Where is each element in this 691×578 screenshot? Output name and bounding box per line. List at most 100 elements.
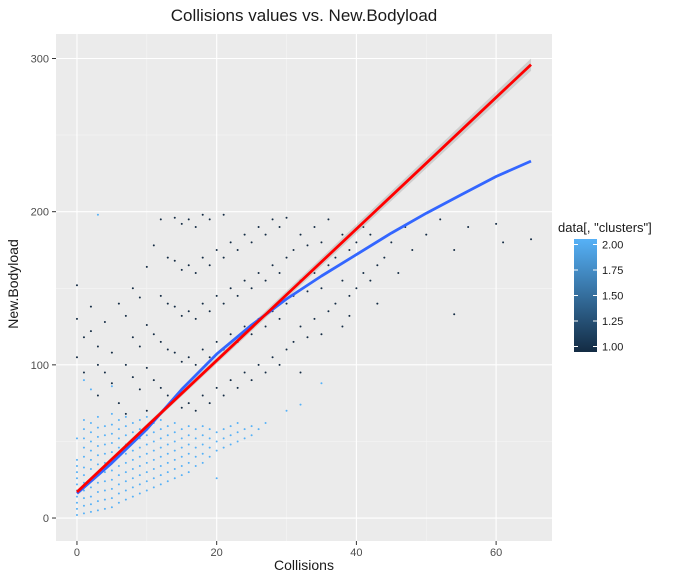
data-point	[75, 356, 78, 359]
data-point	[390, 241, 393, 244]
data-point	[285, 256, 288, 259]
data-point	[180, 437, 183, 440]
x-tick-label: 60	[490, 547, 502, 559]
data-point	[208, 356, 211, 359]
data-point	[285, 409, 288, 412]
data-point	[89, 422, 92, 425]
data-point	[117, 402, 120, 405]
data-point	[250, 379, 253, 382]
data-point	[159, 464, 162, 467]
data-point	[145, 265, 148, 268]
data-point	[250, 241, 253, 244]
y-tick-label: 200	[31, 207, 49, 219]
colorbar-tick-label: 1.50	[602, 291, 623, 303]
data-point	[201, 461, 204, 464]
data-point	[243, 428, 246, 431]
data-point	[145, 324, 148, 327]
data-point	[264, 279, 267, 282]
data-point	[117, 302, 120, 305]
data-point	[411, 248, 414, 251]
data-point	[117, 464, 120, 467]
data-point	[264, 233, 267, 236]
data-point	[103, 507, 106, 510]
data-point	[75, 513, 78, 516]
data-point	[194, 455, 197, 458]
data-point	[75, 437, 78, 440]
data-point	[110, 506, 113, 509]
data-point	[82, 455, 85, 458]
data-point	[369, 233, 372, 236]
data-point	[89, 495, 92, 498]
data-point	[173, 458, 176, 461]
data-point	[96, 394, 99, 397]
data-point	[180, 314, 183, 317]
data-point	[187, 264, 190, 267]
data-point	[96, 463, 99, 466]
data-point	[201, 452, 204, 455]
data-point	[159, 437, 162, 440]
data-point	[397, 271, 400, 274]
data-point	[82, 371, 85, 374]
data-point	[243, 279, 246, 282]
data-point	[131, 449, 134, 452]
data-point	[82, 336, 85, 339]
data-point	[138, 388, 141, 391]
data-point	[229, 443, 232, 446]
data-point	[96, 345, 99, 348]
data-point	[166, 302, 169, 305]
data-point	[89, 440, 92, 443]
data-point	[166, 480, 169, 483]
data-point	[152, 440, 155, 443]
data-point	[180, 446, 183, 449]
data-point	[103, 452, 106, 455]
data-point	[131, 458, 134, 461]
data-point	[180, 464, 183, 467]
data-point	[110, 382, 113, 385]
data-point	[159, 418, 162, 421]
data-point	[299, 233, 302, 236]
data-point	[208, 218, 211, 221]
data-point	[82, 446, 85, 449]
data-point	[215, 340, 218, 343]
data-point	[117, 428, 120, 431]
data-point	[285, 348, 288, 351]
data-point	[110, 441, 113, 444]
data-point	[355, 241, 358, 244]
data-point	[180, 474, 183, 477]
data-point	[180, 222, 183, 225]
data-point	[334, 256, 337, 259]
data-point	[152, 486, 155, 489]
x-axis: 0 20 40 60	[74, 541, 502, 559]
data-point	[236, 294, 239, 297]
data-point	[222, 302, 225, 305]
data-point	[208, 455, 211, 458]
data-point	[110, 351, 113, 354]
colorbar	[574, 239, 597, 352]
data-point	[201, 256, 204, 259]
data-point	[201, 213, 204, 216]
data-point	[124, 461, 127, 464]
data-point	[124, 498, 127, 501]
data-point	[187, 402, 190, 405]
colorbar-tick-label: 1.25	[602, 316, 623, 328]
data-point	[306, 290, 309, 293]
data-point	[173, 440, 176, 443]
data-point	[138, 428, 141, 431]
data-point	[145, 409, 148, 412]
data-point	[124, 434, 127, 437]
data-point	[215, 449, 218, 452]
data-point	[145, 452, 148, 455]
data-point	[124, 363, 127, 366]
data-point	[180, 360, 183, 363]
data-point	[82, 512, 85, 515]
data-point	[110, 497, 113, 500]
data-point	[124, 452, 127, 455]
y-axis: 0 100 200 300	[31, 54, 56, 525]
data-point	[194, 271, 197, 274]
data-point	[103, 480, 106, 483]
data-point	[96, 435, 99, 438]
data-point	[152, 244, 155, 247]
data-point	[117, 474, 120, 477]
data-point	[166, 471, 169, 474]
y-tick-label: 300	[31, 54, 49, 66]
